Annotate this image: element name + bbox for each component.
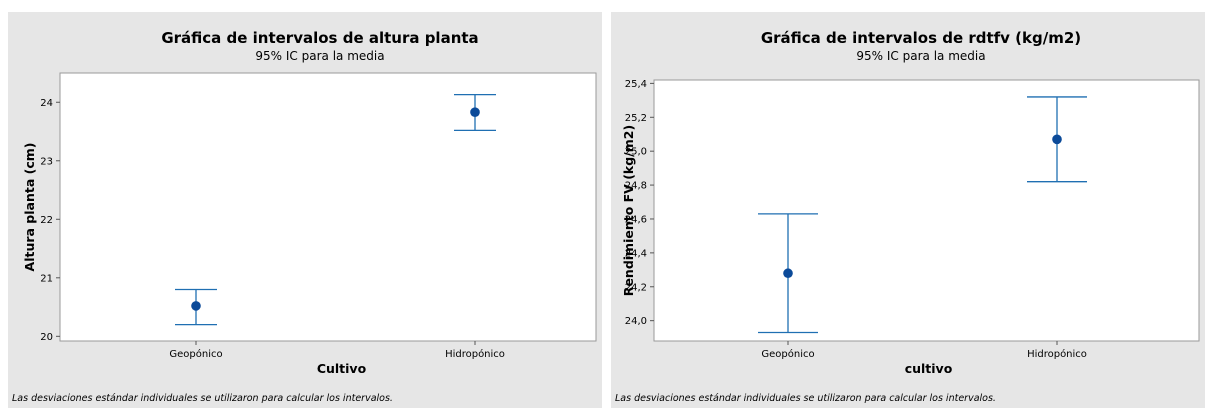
x-tick-label: Hidropónico <box>445 348 505 360</box>
x-tick-label: Geopónico <box>169 348 222 360</box>
chart-title: Gráfica de intervalos de altura planta <box>161 29 478 47</box>
y-tick-label: 21 <box>40 273 53 284</box>
chart-panel-rendimiento: Gráfica de intervalos de rdtfv (kg/m2) 95… <box>611 12 1205 408</box>
y-tick-label: 24,2 <box>625 282 647 293</box>
footnote: Las desviaciones estándar individuales s… <box>12 393 393 404</box>
y-tick-label: 22 <box>40 215 53 226</box>
x-tick-label: Geopónico <box>761 348 814 360</box>
chart-subtitle: 95% IC para la media <box>856 49 985 63</box>
footnote: Las desviaciones estándar individuales s… <box>615 393 996 404</box>
y-tick-label: 20 <box>40 332 53 343</box>
chart-panel-altura: Gráfica de intervalos de altura planta 95… <box>8 12 602 408</box>
x-tick-label: Hidropónico <box>1027 348 1087 360</box>
mean-point-0 <box>783 268 793 279</box>
y-axis-title: Altura planta (cm) <box>22 143 37 272</box>
chart-title: Gráfica de intervalos de rdtfv (kg/m2) <box>761 29 1081 47</box>
y-tick-label: 24,4 <box>625 248 647 259</box>
y-tick-label: 24,8 <box>625 181 647 192</box>
interval-chart-altura: Gráfica de intervalos de altura planta 95… <box>12 29 597 404</box>
plot-area <box>59 72 597 342</box>
y-tick-label: 25,4 <box>625 79 647 90</box>
chart-subtitle: 95% IC para la media <box>255 49 384 63</box>
mean-point-0 <box>191 301 201 311</box>
x-axis-title: cultivo <box>905 361 953 376</box>
y-tick-label: 24,0 <box>625 316 647 327</box>
plot-area <box>653 79 1200 342</box>
mean-point-1 <box>1052 134 1062 145</box>
y-tick-label: 23 <box>40 156 53 167</box>
y-tick-label: 25,2 <box>625 113 647 124</box>
y-tick-label: 25,0 <box>625 147 647 158</box>
y-axis-title: Rendimiento FV (kg/m2) <box>621 125 636 296</box>
x-axis-title: Cultivo <box>317 361 367 376</box>
y-tick-label: 24,6 <box>625 214 647 225</box>
mean-point-1 <box>470 107 480 118</box>
interval-chart-rendimiento: Gráfica de intervalos de rdtfv (kg/m2) 95… <box>615 29 1200 404</box>
y-tick-label: 24 <box>40 98 53 109</box>
